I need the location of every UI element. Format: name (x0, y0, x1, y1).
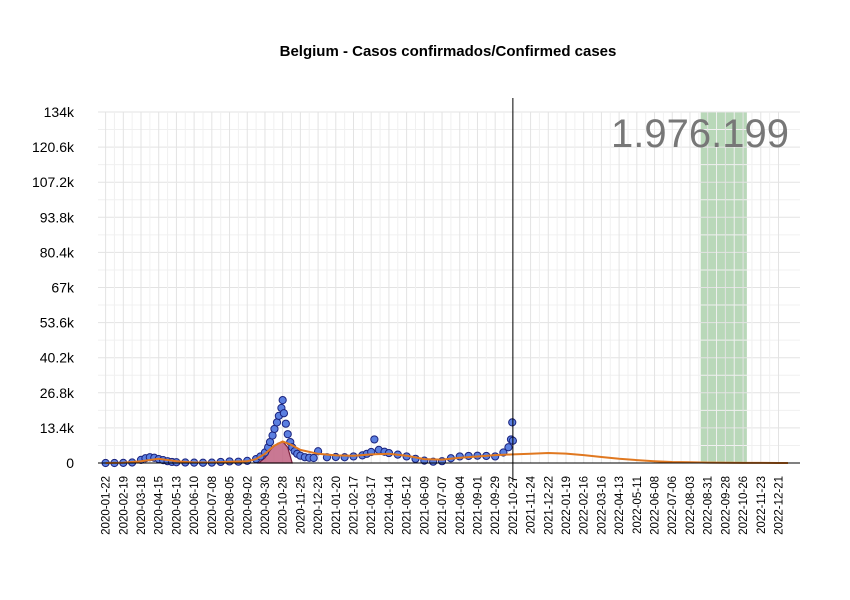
y-tick-label: 67k (51, 280, 75, 296)
x-tick-label: 2022-06-08 (650, 476, 662, 535)
x-tick-label: 2020-03-18 (136, 476, 148, 535)
x-tick-label: 2021-04-14 (384, 475, 396, 534)
data-point (504, 443, 513, 452)
total-cases-label: 1.976.199 (611, 112, 789, 156)
y-tick-label: 80.4k (40, 244, 75, 260)
x-tick-label: 2020-01-22 (101, 476, 113, 535)
data-point (370, 435, 379, 444)
x-tick-label: 2020-08-05 (225, 476, 237, 535)
x-tick-label: 2020-02-19 (118, 476, 130, 535)
x-tick-label: 2021-07-07 (437, 476, 449, 535)
x-tick-label: 2021-09-29 (490, 476, 502, 535)
y-tick-label: 40.2k (40, 350, 75, 366)
y-tick-label: 53.6k (40, 315, 75, 331)
data-point (283, 430, 292, 439)
x-tick-label: 2022-05-11 (632, 476, 644, 534)
y-tick-label: 107.2k (32, 174, 75, 190)
data-point (279, 409, 289, 418)
trend-line-layer (105, 440, 788, 464)
x-tick-label: 2021-06-09 (419, 476, 431, 535)
x-tick-label: 2020-09-02 (242, 476, 254, 535)
x-tick-label: 2022-12-21 (773, 476, 785, 535)
x-tick-label: 2021-01-20 (331, 476, 343, 535)
x-tick-label: 2020-06-10 (189, 476, 201, 535)
x-tick-label: 2020-11-25 (295, 476, 307, 534)
x-tick-label: 2021-03-17 (366, 476, 378, 535)
y-tick-label: 13.4k (40, 420, 75, 436)
y-tick-label: 120.6k (32, 139, 75, 155)
chart-title: Belgium - Casos confirmados/Confirmed ca… (280, 43, 617, 60)
y-tick-label: 26.8k (40, 385, 75, 401)
data-point (278, 396, 287, 405)
x-tick-label: 2022-08-03 (685, 476, 697, 535)
x-tick-label: 2022-04-13 (614, 476, 626, 535)
data-point (491, 452, 500, 461)
x-tick-label: 2022-07-06 (667, 476, 679, 535)
x-tick-label: 2021-02-17 (349, 476, 361, 535)
x-tick-label: 2021-08-04 (455, 475, 467, 534)
x-tick-label: 2022-09-28 (720, 476, 732, 535)
y-tick-label: 0 (66, 455, 74, 471)
x-tick-label: 2022-03-16 (596, 476, 608, 535)
x-tick-label: 2020-09-30 (260, 476, 272, 535)
x-tick-labels: 2020-01-22 2020-02-19 2020-03-18 2020-04-15… (101, 475, 786, 534)
grid-layer (98, 111, 800, 464)
x-tick-label: 2022-01-19 (561, 476, 573, 535)
x-tick-label: 2021-05-12 (402, 476, 414, 535)
x-tick-label: 2021-10-27 (508, 476, 520, 535)
data-point (464, 451, 473, 461)
data-point (281, 419, 290, 428)
x-tick-label: 2022-10-26 (738, 476, 750, 535)
y-tick-labels: 0 13.4k 26.8k 40.2k 53.6k 67k 80.4k 93.8k 107.2k… (32, 104, 75, 471)
y-tick-label: 134k (44, 104, 75, 120)
x-tick-label: 2021-11-24 (526, 475, 538, 534)
y-tick-label: 93.8k (40, 209, 75, 225)
data-point (508, 418, 517, 427)
x-tick-label: 2020-05-13 (171, 476, 183, 535)
x-tick-label: 2021-09-01 (472, 476, 484, 535)
data-point (309, 453, 318, 463)
x-tick-label: 2021-12-22 (543, 476, 555, 535)
trend-line (105, 440, 788, 464)
x-tick-label: 2020-10-28 (278, 476, 290, 535)
x-tick-label: 2022-11-23 (756, 476, 768, 534)
x-tick-label: 2022-08-31 (703, 476, 715, 535)
x-tick-label: 2020-12-23 (313, 476, 325, 535)
x-tick-label: 2020-07-08 (207, 476, 219, 535)
axes-layer (98, 98, 800, 482)
x-tick-label: 2020-04-15 (154, 476, 166, 535)
x-tick-label: 2022-02-16 (579, 476, 591, 535)
